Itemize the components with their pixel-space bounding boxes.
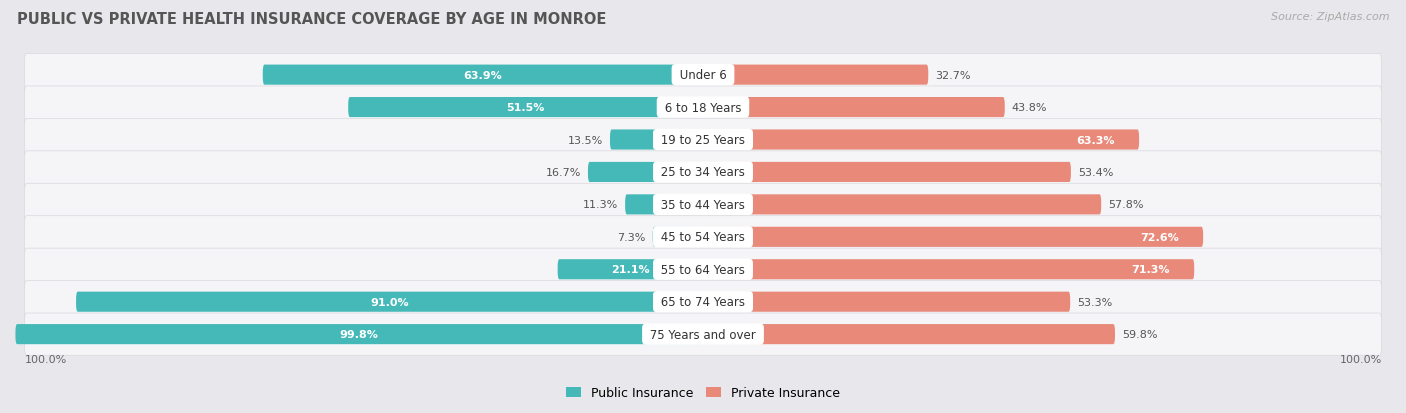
FancyBboxPatch shape — [24, 249, 1382, 291]
FancyBboxPatch shape — [15, 324, 703, 344]
FancyBboxPatch shape — [24, 119, 1382, 161]
Text: 71.3%: 71.3% — [1132, 265, 1170, 275]
Text: Source: ZipAtlas.com: Source: ZipAtlas.com — [1271, 12, 1389, 22]
Text: 11.3%: 11.3% — [583, 200, 619, 210]
Text: 72.6%: 72.6% — [1140, 232, 1180, 242]
FancyBboxPatch shape — [588, 162, 703, 183]
FancyBboxPatch shape — [626, 195, 703, 215]
Text: 99.8%: 99.8% — [340, 329, 378, 339]
Text: 35 to 44 Years: 35 to 44 Years — [657, 198, 749, 211]
Text: 21.1%: 21.1% — [612, 265, 650, 275]
Text: Under 6: Under 6 — [676, 69, 730, 82]
Text: 63.9%: 63.9% — [464, 71, 502, 81]
Text: PUBLIC VS PRIVATE HEALTH INSURANCE COVERAGE BY AGE IN MONROE: PUBLIC VS PRIVATE HEALTH INSURANCE COVER… — [17, 12, 606, 27]
Text: 19 to 25 Years: 19 to 25 Years — [657, 134, 749, 147]
Text: 32.7%: 32.7% — [935, 71, 970, 81]
FancyBboxPatch shape — [652, 227, 703, 247]
FancyBboxPatch shape — [703, 130, 1139, 150]
Text: 57.8%: 57.8% — [1108, 200, 1143, 210]
FancyBboxPatch shape — [703, 292, 1070, 312]
FancyBboxPatch shape — [558, 259, 703, 280]
Text: 51.5%: 51.5% — [506, 103, 544, 113]
FancyBboxPatch shape — [703, 195, 1101, 215]
Legend: Public Insurance, Private Insurance: Public Insurance, Private Insurance — [561, 381, 845, 404]
FancyBboxPatch shape — [703, 324, 1115, 344]
Text: 53.4%: 53.4% — [1078, 168, 1114, 178]
Text: 100.0%: 100.0% — [1340, 355, 1382, 365]
FancyBboxPatch shape — [24, 313, 1382, 355]
Text: 75 Years and over: 75 Years and over — [647, 328, 759, 341]
Text: 16.7%: 16.7% — [546, 168, 581, 178]
Text: 43.8%: 43.8% — [1012, 103, 1047, 113]
Text: 25 to 34 Years: 25 to 34 Years — [657, 166, 749, 179]
Text: 53.3%: 53.3% — [1077, 297, 1112, 307]
FancyBboxPatch shape — [610, 130, 703, 150]
Text: 45 to 54 Years: 45 to 54 Years — [657, 231, 749, 244]
Text: 6 to 18 Years: 6 to 18 Years — [661, 101, 745, 114]
Text: 65 to 74 Years: 65 to 74 Years — [657, 295, 749, 309]
Text: 13.5%: 13.5% — [568, 135, 603, 145]
FancyBboxPatch shape — [703, 98, 1005, 118]
FancyBboxPatch shape — [76, 292, 703, 312]
FancyBboxPatch shape — [703, 65, 928, 85]
FancyBboxPatch shape — [703, 227, 1204, 247]
FancyBboxPatch shape — [263, 65, 703, 85]
FancyBboxPatch shape — [24, 55, 1382, 97]
FancyBboxPatch shape — [24, 216, 1382, 258]
FancyBboxPatch shape — [24, 152, 1382, 194]
FancyBboxPatch shape — [703, 162, 1071, 183]
FancyBboxPatch shape — [24, 281, 1382, 323]
Text: 59.8%: 59.8% — [1122, 329, 1157, 339]
Text: 63.3%: 63.3% — [1077, 135, 1115, 145]
Text: 91.0%: 91.0% — [370, 297, 409, 307]
Text: 55 to 64 Years: 55 to 64 Years — [657, 263, 749, 276]
Text: 7.3%: 7.3% — [617, 232, 645, 242]
Text: 100.0%: 100.0% — [24, 355, 66, 365]
FancyBboxPatch shape — [703, 259, 1194, 280]
FancyBboxPatch shape — [24, 184, 1382, 226]
FancyBboxPatch shape — [24, 87, 1382, 129]
FancyBboxPatch shape — [349, 98, 703, 118]
